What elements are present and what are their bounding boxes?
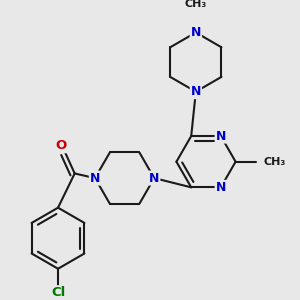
Text: Cl: Cl — [51, 286, 65, 299]
Text: N: N — [216, 181, 226, 194]
Text: N: N — [191, 26, 201, 39]
Text: O: O — [55, 139, 66, 152]
Text: N: N — [149, 172, 159, 184]
Text: N: N — [191, 85, 201, 98]
Text: CH₃: CH₃ — [185, 0, 207, 9]
Text: N: N — [216, 130, 226, 142]
Text: N: N — [90, 172, 100, 184]
Text: CH₃: CH₃ — [263, 157, 286, 167]
